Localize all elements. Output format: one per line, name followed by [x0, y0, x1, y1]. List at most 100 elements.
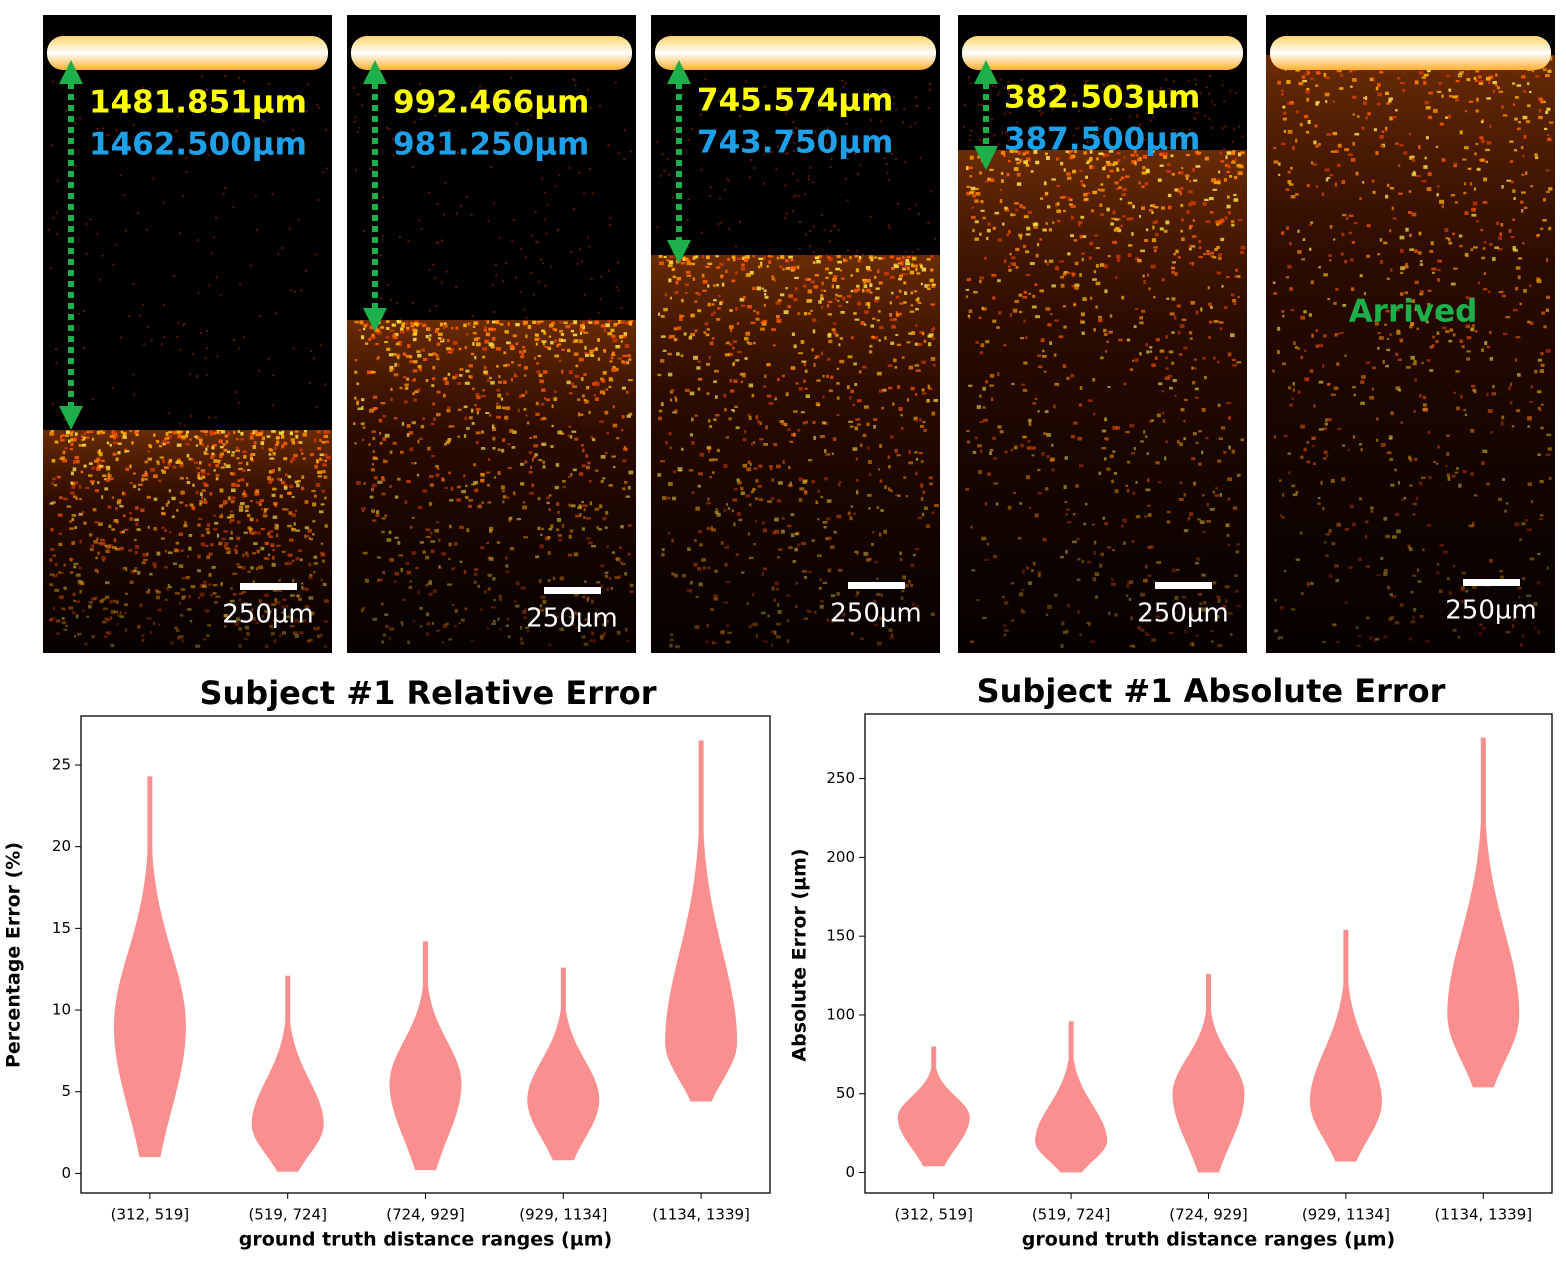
speckle: [819, 579, 822, 582]
speckle: [1136, 515, 1141, 518]
speckle: [72, 611, 75, 614]
speckle: [1391, 411, 1394, 415]
speckle: [850, 390, 854, 393]
speckle: [595, 321, 599, 325]
speckle: [1397, 77, 1400, 79]
speckle: [767, 265, 769, 268]
speckle: [125, 593, 128, 595]
speckle: [1078, 223, 1081, 226]
speckle: [1503, 333, 1507, 335]
speckle: [657, 473, 661, 477]
speckle: [235, 545, 238, 548]
speckle: [74, 98, 76, 100]
speckle: [218, 542, 222, 546]
speckle: [505, 406, 510, 410]
speckle: [211, 431, 214, 434]
speckle: [200, 593, 205, 597]
speckle: [888, 487, 891, 491]
speckle: [209, 553, 213, 556]
speckle: [1101, 447, 1106, 449]
speckle: [1385, 535, 1390, 538]
speckle: [1456, 407, 1460, 411]
speckle: [709, 425, 712, 428]
speckle: [733, 523, 735, 527]
speckle: [777, 319, 782, 323]
speckle: [877, 319, 880, 321]
speckle: [728, 180, 730, 182]
speckle: [1070, 234, 1074, 237]
speckle: [436, 413, 441, 416]
speckle: [238, 77, 240, 79]
speckle: [407, 344, 410, 348]
speckle: [221, 582, 223, 585]
speckle: [52, 575, 56, 577]
speckle: [1022, 206, 1025, 208]
speckle: [479, 504, 482, 507]
speckle: [163, 443, 166, 445]
speckle: [824, 526, 827, 528]
speckle: [383, 459, 385, 463]
speckle: [589, 319, 591, 321]
speckle: [1547, 567, 1549, 570]
speckle: [1518, 275, 1521, 279]
speckle: [565, 325, 570, 328]
speckle: [1228, 416, 1231, 419]
speckle: [54, 484, 57, 486]
speckle: [916, 458, 918, 461]
speckle: [691, 418, 694, 422]
speckle: [1077, 579, 1081, 581]
speckle: [1189, 225, 1193, 227]
speckle: [1348, 232, 1352, 235]
speckle: [205, 609, 210, 612]
speckle: [301, 453, 303, 455]
speckle: [228, 496, 231, 500]
speckle: [287, 525, 292, 527]
speckle: [221, 467, 225, 469]
speckle: [1479, 136, 1483, 139]
speckle: [1286, 276, 1289, 278]
speckle: [997, 94, 999, 96]
speckle: [232, 483, 237, 487]
speckle: [681, 354, 684, 357]
speckle: [90, 548, 94, 551]
speckle: [986, 237, 988, 240]
speckle: [1065, 456, 1068, 459]
speckle: [154, 498, 158, 501]
speckle: [393, 581, 396, 583]
speckle: [502, 489, 505, 492]
speckle: [749, 176, 751, 178]
speckle: [862, 254, 864, 256]
speckle: [899, 303, 904, 305]
speckle: [62, 617, 65, 620]
speckle: [1060, 162, 1063, 165]
speckle: [786, 392, 789, 396]
speckle: [552, 425, 554, 427]
speckle: [1237, 474, 1241, 477]
speckle: [884, 272, 889, 276]
speckle: [298, 218, 300, 220]
speckle: [541, 403, 545, 405]
speckle: [206, 634, 210, 637]
speckle: [820, 496, 823, 498]
speckle: [980, 343, 984, 347]
speckle: [619, 561, 623, 563]
speckle: [139, 315, 141, 317]
speckle: [520, 626, 522, 630]
speckle: [1177, 190, 1181, 193]
speckle: [68, 440, 71, 443]
speckle: [1474, 77, 1477, 80]
speckle: [734, 406, 738, 408]
speckle: [1474, 187, 1476, 190]
speckle: [872, 318, 875, 320]
speckle: [992, 320, 996, 323]
speckle: [1047, 455, 1050, 458]
speckle: [1290, 309, 1294, 311]
speckle: [895, 449, 898, 453]
speckle: [1475, 70, 1479, 72]
speckle: [1420, 260, 1423, 262]
speckle: [744, 337, 749, 341]
speckle: [107, 618, 110, 621]
speckle: [915, 364, 920, 366]
speckle: [381, 641, 384, 644]
speckle: [830, 166, 832, 168]
